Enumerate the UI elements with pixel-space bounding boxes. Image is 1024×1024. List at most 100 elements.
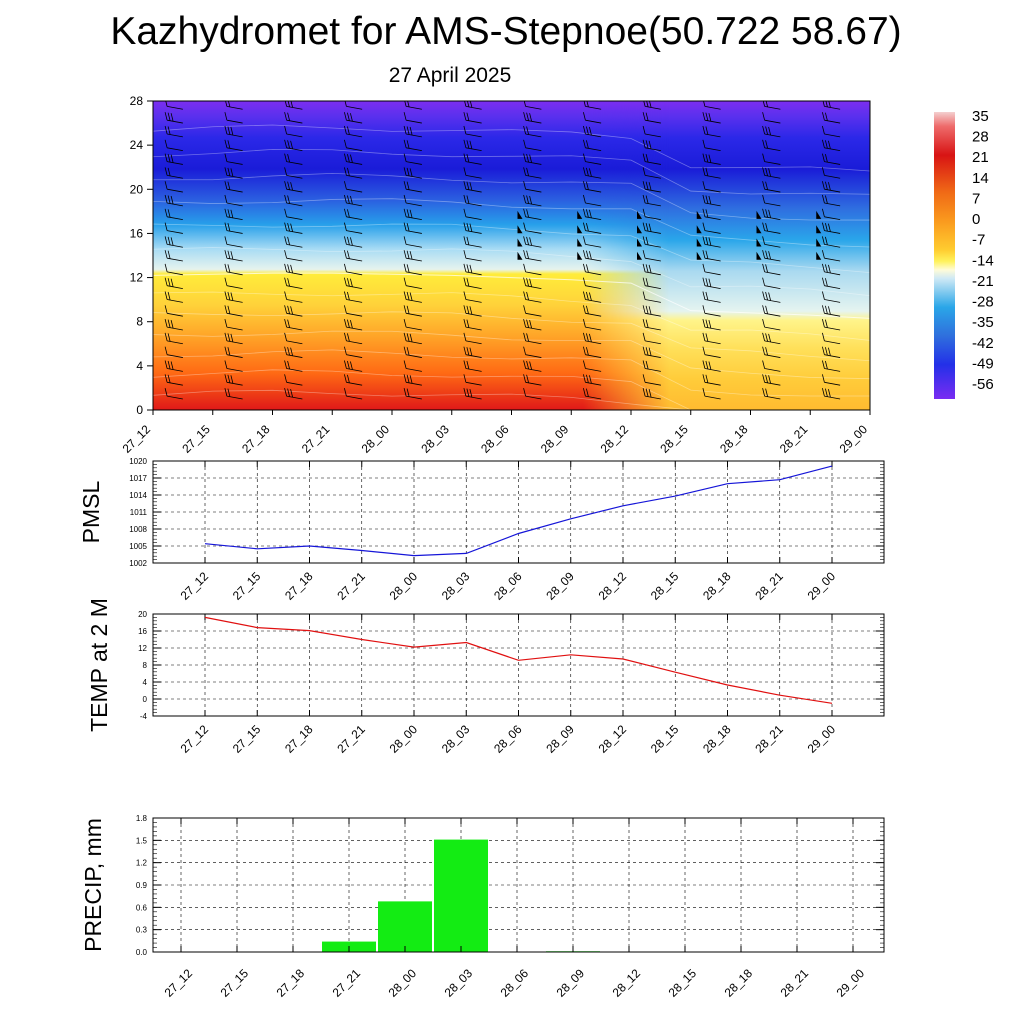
wind-barb <box>164 305 183 317</box>
colorbar-label: -56 <box>972 376 994 393</box>
xtick-label: 28_18 <box>700 722 734 756</box>
ytick-label: 1014 <box>129 491 147 500</box>
wind-barb <box>583 101 602 110</box>
wind-barb <box>882 154 900 165</box>
wind-barb <box>164 181 183 193</box>
wind-barb <box>882 305 900 316</box>
wind-barb-pennant <box>637 210 642 219</box>
heatmap-ytick-label: 28 <box>130 94 144 108</box>
wind-barb <box>344 263 363 276</box>
wind-barb <box>523 319 542 331</box>
wind-barb <box>642 194 661 207</box>
wind-barb <box>403 194 422 207</box>
xtick-label: 29_00 <box>834 966 868 1000</box>
ytick-label: 1008 <box>129 525 147 534</box>
wind-barb <box>164 222 183 234</box>
wind-barb-pennant <box>517 238 523 247</box>
wind-barb <box>284 112 303 124</box>
wind-barb <box>822 319 841 331</box>
wind-barb <box>463 319 482 331</box>
heatmap-ytick-label: 8 <box>136 315 143 329</box>
heatmap-xtick-label: 28_15 <box>657 422 691 456</box>
xtick-label: 28_12 <box>596 569 630 603</box>
wind-barb <box>284 388 303 400</box>
wind-barb <box>403 153 422 165</box>
wind-barb-pennant <box>517 210 523 219</box>
xtick-label: 28_12 <box>610 966 644 1000</box>
wind-barb <box>642 291 661 303</box>
xtick-label: 28_21 <box>752 569 786 603</box>
wind-barb <box>224 153 243 165</box>
wind-barb <box>463 305 482 317</box>
wind-barb <box>224 319 243 331</box>
wind-barb-pennant <box>577 238 583 247</box>
wind-barb <box>762 222 781 234</box>
wind-barb <box>583 305 602 317</box>
wind-barb <box>344 332 363 345</box>
wind-barb <box>523 263 542 276</box>
wind-barb-pennant <box>876 238 881 246</box>
wind-barb <box>642 125 661 138</box>
wind-barb <box>284 374 303 386</box>
wind-barb <box>284 153 303 165</box>
wind-barb <box>403 277 422 290</box>
wind-barb <box>822 291 841 303</box>
xtick-label: 28_15 <box>648 722 682 756</box>
wind-barb <box>702 388 721 400</box>
wind-barb <box>523 101 542 110</box>
pmsl-grid <box>153 461 884 563</box>
wind-barb <box>523 125 542 138</box>
wind-barb <box>523 360 542 372</box>
xtick-label: 28_00 <box>387 569 421 603</box>
wind-barb <box>762 374 781 386</box>
wind-barb <box>284 222 303 234</box>
wind-barb <box>284 319 303 331</box>
wind-barb <box>642 374 661 386</box>
wind-barb <box>583 125 602 138</box>
wind-barb <box>822 374 841 386</box>
wind-barb <box>642 360 661 372</box>
wind-barb <box>822 101 841 110</box>
wind-barb <box>344 181 363 193</box>
wind-barb <box>762 360 781 372</box>
wind-barb <box>583 194 602 207</box>
wind-barb <box>882 223 900 234</box>
wind-barb <box>762 236 781 248</box>
wind-barb <box>224 194 243 207</box>
wind-barb <box>463 153 482 165</box>
wind-barb <box>463 374 482 386</box>
colorbar-label: 14 <box>972 170 989 187</box>
wind-barb <box>702 236 721 248</box>
wind-barb <box>463 346 482 358</box>
heatmap-ytick-label: 24 <box>130 138 144 152</box>
wind-barb-pennant <box>756 225 762 234</box>
wind-barb <box>702 305 721 317</box>
ytick-label: 1.5 <box>136 836 148 845</box>
xtick-label: 27_15 <box>230 569 264 603</box>
wind-barb <box>703 101 721 110</box>
heatmap-y-axis: 0 4 8 12 16 20 24 28 <box>130 94 153 417</box>
wind-barb <box>164 236 183 248</box>
wind-barb <box>822 167 841 179</box>
heatmap-xtick-label: 28_06 <box>478 422 512 456</box>
ytick-label: 1011 <box>130 508 148 517</box>
heatmap-contours <box>153 124 870 410</box>
wind-barb <box>403 250 422 262</box>
wind-barb <box>822 181 841 193</box>
wind-barb <box>762 167 781 179</box>
wind-barb <box>583 319 602 331</box>
wind-barb <box>403 374 422 386</box>
wind-barb <box>642 332 661 345</box>
wind-barb <box>403 360 422 372</box>
heatmap-xtick-label: 28_21 <box>777 422 811 456</box>
wind-barb <box>403 291 422 303</box>
wind-barb <box>284 208 303 221</box>
wind-barb <box>164 277 183 290</box>
wind-barb <box>583 167 602 179</box>
ytick-label: 12 <box>138 644 147 653</box>
wind-barb <box>344 101 363 110</box>
wind-barb <box>403 139 422 152</box>
wind-barb <box>164 139 183 152</box>
heatmap-xtick-label: 27_15 <box>179 422 213 456</box>
